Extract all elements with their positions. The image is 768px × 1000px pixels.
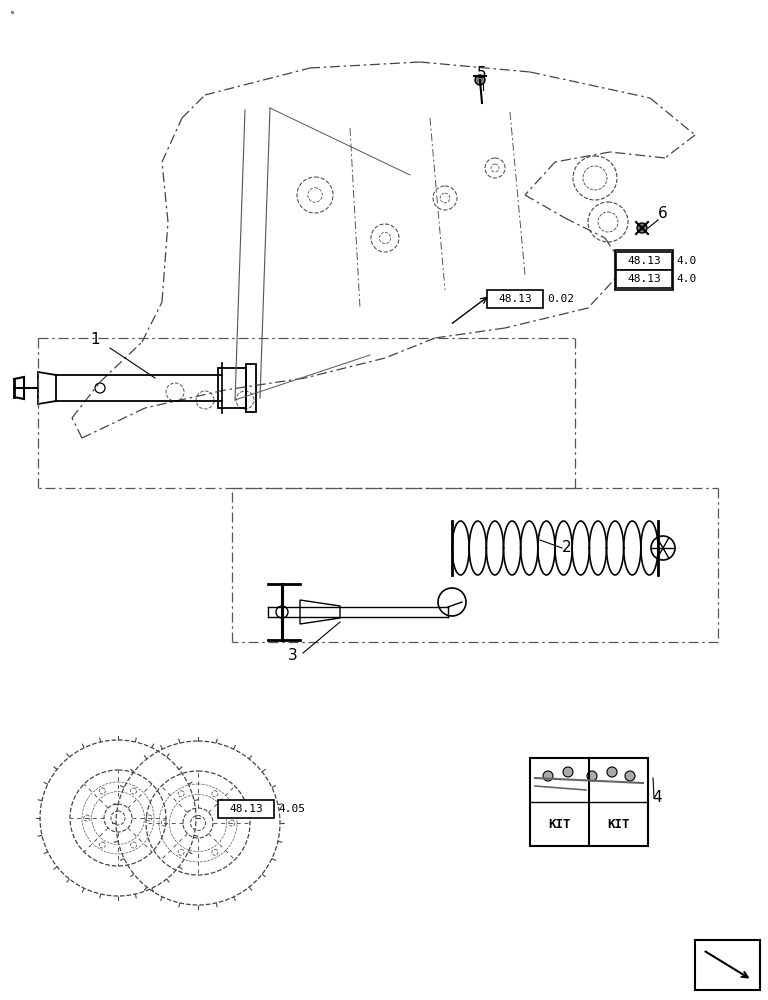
Text: 0.02: 0.02	[547, 294, 574, 304]
Circle shape	[637, 223, 647, 233]
Text: 48.13: 48.13	[498, 294, 532, 304]
Circle shape	[475, 75, 485, 85]
Bar	[616, 252, 672, 270]
Circle shape	[563, 767, 573, 777]
Text: 4: 4	[652, 790, 662, 806]
Text: KIT: KIT	[548, 818, 571, 830]
Text: KIT: KIT	[607, 818, 630, 830]
Text: 48.13: 48.13	[229, 804, 263, 814]
Text: 4.05: 4.05	[278, 804, 305, 814]
Text: 1: 1	[90, 332, 100, 348]
Bar	[615, 250, 673, 290]
Circle shape	[587, 771, 597, 781]
Bar	[246, 364, 256, 412]
Circle shape	[543, 771, 553, 781]
Text: 3: 3	[288, 648, 298, 662]
Text: 6: 6	[658, 206, 668, 221]
Bar	[695, 940, 760, 990]
Bar	[218, 800, 274, 818]
Text: 48.13: 48.13	[627, 274, 661, 284]
Bar	[530, 758, 648, 846]
Text: 4.0: 4.0	[676, 274, 697, 284]
Text: 2: 2	[562, 540, 572, 556]
Text: 4.0: 4.0	[676, 256, 697, 266]
Text: 48.13: 48.13	[627, 256, 661, 266]
Bar	[487, 290, 543, 308]
Bar	[616, 270, 672, 288]
Text: 5: 5	[477, 66, 487, 81]
Bar	[218, 368, 246, 408]
Circle shape	[607, 767, 617, 777]
Circle shape	[625, 771, 635, 781]
